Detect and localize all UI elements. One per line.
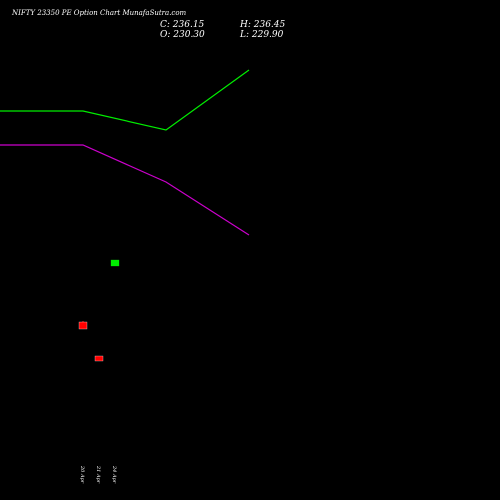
high-value: H: 236.45 <box>239 20 286 30</box>
close-value: C: 236.15 <box>160 20 205 30</box>
candles-layer <box>78 259 120 362</box>
x-tick-label: 21 Apr <box>95 465 101 484</box>
x-tick-label: 20 Apr <box>79 465 85 484</box>
chart-title: NIFTY 23350 PE Option Chart MunafaSutra.… <box>11 9 187 17</box>
open-value: O: 230.30 <box>160 30 205 40</box>
candle-body-0 <box>78 321 88 330</box>
candle-body-2 <box>110 259 120 267</box>
series-line-1 <box>0 144 250 236</box>
series-layer <box>0 69 250 236</box>
x-axis-ticks: 20 Apr 21 Apr 24 Apr <box>79 465 117 484</box>
series-line-0 <box>0 69 250 131</box>
x-tick-label: 24 Apr <box>111 465 117 484</box>
low-value: L: 229.90 <box>239 30 284 40</box>
candle-body-1 <box>94 355 104 362</box>
